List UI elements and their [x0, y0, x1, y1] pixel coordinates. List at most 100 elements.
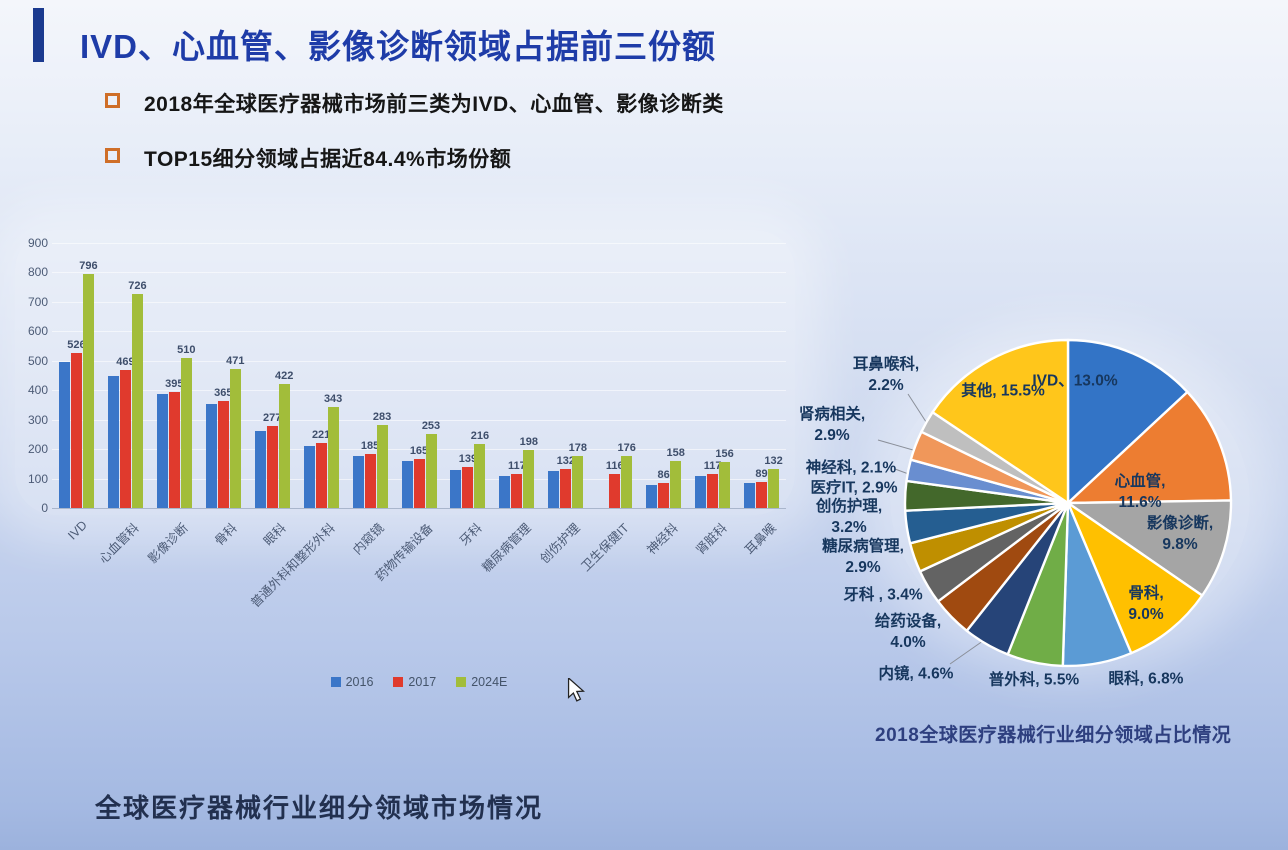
bar-2024E: [229, 369, 241, 508]
bar-2016: [58, 362, 70, 508]
x-axis-label: 神经科: [643, 520, 681, 558]
pie-svg: [877, 338, 1233, 668]
bar-value-label: 726: [128, 280, 147, 293]
bar-2017: [315, 442, 327, 508]
pie-slice-label: 糖尿病管理, 2.9%: [822, 538, 904, 576]
pie-chart: IVD、13.0% 心血管, 11.6% 影像诊断, 9.8% 骨科, 9.0% 眼科, 6.…: [780, 328, 1288, 703]
pie-slice-0: [1066, 338, 1189, 505]
bar-value-label: 395: [165, 377, 184, 390]
bar-2016: [107, 376, 119, 508]
gridline: [52, 449, 786, 451]
bar-value-label: 185: [360, 439, 380, 452]
bar-value-label: 132: [556, 455, 575, 468]
bar-value-label: 117: [507, 459, 526, 472]
pie-slice-label: 创伤护理, 3.2%: [815, 498, 883, 536]
bar-2017: [168, 391, 180, 508]
bullet-square-icon: [105, 93, 120, 108]
bar-2017: [462, 467, 474, 508]
bar-2016: [499, 475, 511, 508]
title-accent-bar: [33, 8, 44, 62]
pie-slice-15: [931, 338, 1070, 505]
bar-value-label: 178: [568, 441, 587, 454]
bar-value-label: 471: [226, 355, 245, 368]
bar-2024E: [376, 424, 388, 508]
bar-value-label: 469: [116, 355, 135, 368]
bar-2017: [609, 473, 621, 508]
pie-slice-label: 其他, 15.5%: [961, 382, 1045, 400]
bar-value-label: 116: [605, 459, 624, 472]
gridline: [52, 360, 786, 362]
bar-value-label: 89: [755, 467, 768, 480]
x-axis-label: 眼科: [261, 520, 289, 549]
bar-chart: 0 100 200 300 400 500 600 700 800 900 526 796 IVD 469…: [20, 235, 795, 700]
bullet-item-2: TOP15细分领域占据近84.4%市场份额: [105, 143, 511, 173]
pie-slice-label: 神经科, 2.1%: [805, 459, 897, 477]
bar-value-label: 139: [458, 453, 478, 466]
bar-value-label: 86: [657, 468, 670, 481]
bar-value-label: 277: [263, 412, 282, 425]
pie-slice-3: [1066, 501, 1204, 655]
bar-2016: [205, 404, 217, 508]
pie-slice-label: 心血管, 11.6%: [1114, 473, 1166, 511]
pie-slice-label: 牙科 , 3.4%: [843, 586, 923, 604]
bar-2016: [401, 460, 413, 508]
slide-title: IVD、心血管、影像诊断领域占据前三份额: [80, 28, 717, 65]
bar-2024E: [670, 461, 682, 508]
bar-2016: [548, 471, 560, 508]
legend-label: 2024E: [471, 675, 508, 689]
bar-2017: [119, 369, 131, 508]
y-axis-tick-label: 400: [27, 383, 48, 398]
bar-2016: [352, 455, 364, 508]
bar-2024E: [768, 469, 780, 508]
pie-slice-label: 耳鼻喉科, 2.2%: [852, 356, 920, 394]
bar-2017: [560, 469, 572, 508]
bar-value-label: 253: [421, 419, 441, 432]
bar-2024E: [425, 433, 437, 508]
pie-caption: 2018全球医疗器械行业细分领域占比情况: [875, 725, 1232, 746]
chart-legend: 2016 2017 2024E: [52, 675, 786, 689]
bar-2017: [70, 353, 82, 508]
y-axis-tick-label: 300: [27, 412, 48, 427]
bar-value-label: 198: [519, 435, 539, 448]
pie-slice-label: 给药设备, 4.0%: [874, 613, 942, 651]
legend-item: 2016: [330, 675, 374, 689]
gridline: [52, 243, 786, 244]
legend-swatch-icon: [393, 677, 404, 687]
y-axis-tick-label: 100: [27, 471, 48, 486]
pie-slice-label: 眼科, 6.8%: [1108, 670, 1184, 688]
pie-slice-label: IVD、13.0%: [1032, 372, 1118, 390]
x-axis-label: 耳鼻喉: [741, 520, 779, 558]
bar-2024E: [278, 383, 290, 508]
x-axis-label: 影像诊断: [145, 520, 192, 567]
bar-2024E: [621, 456, 633, 508]
legend-item: 2024E: [456, 675, 507, 689]
bar-value-label: 343: [323, 393, 343, 405]
x-axis-line: [52, 508, 786, 509]
bar-2017: [217, 400, 229, 508]
bar-value-label: 283: [372, 410, 392, 423]
legend-label: 2017: [408, 675, 437, 689]
gridline: [52, 331, 786, 333]
bar-value-label: 365: [214, 386, 233, 399]
bar-value-label: 216: [470, 430, 490, 443]
bar-value-label: 422: [275, 369, 294, 382]
bullet-text-2: TOP15细分领域占据近84.4%市场份额: [144, 148, 512, 171]
bar-2024E: [131, 294, 143, 508]
bar-value-label: 510: [177, 343, 196, 356]
legend-label: 2016: [345, 675, 374, 689]
bar-2024E: [523, 449, 535, 508]
y-axis-tick-label: 700: [27, 294, 48, 309]
bar-2017: [413, 459, 425, 508]
bar-2017: [511, 473, 523, 508]
bullet-item-1: 2018年全球医疗器械市场前三类为IVD、心血管、影像诊断类: [105, 88, 724, 118]
bar-2024E: [719, 462, 731, 508]
gridline: [52, 301, 786, 303]
bar-value-label: 117: [703, 459, 722, 472]
pie-slice-2: [1066, 499, 1233, 597]
y-axis-tick-label: 200: [27, 442, 48, 457]
bar-2024E: [82, 273, 94, 508]
y-axis-tick-label: 800: [27, 265, 48, 280]
bar-2017: [266, 426, 278, 508]
bar-2024E: [572, 455, 584, 508]
x-axis-label: 糖尿病管理: [479, 520, 534, 575]
